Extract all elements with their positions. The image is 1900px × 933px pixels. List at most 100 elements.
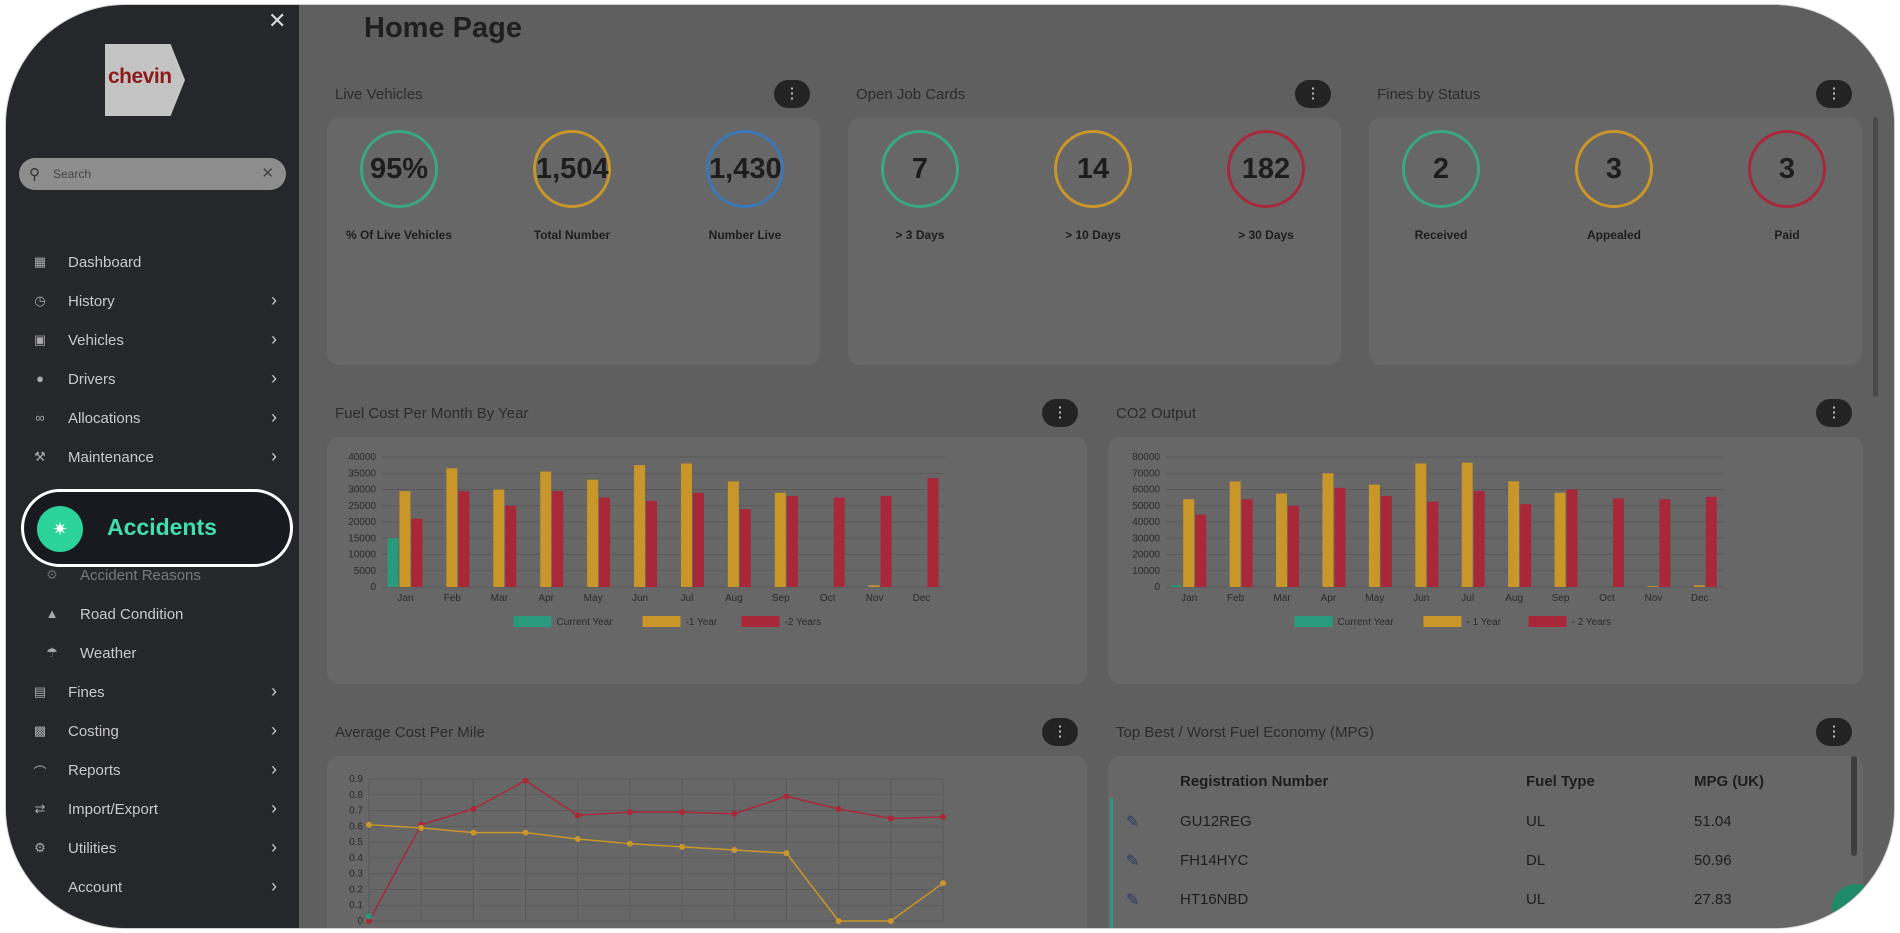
chat-icon[interactable] [1832, 884, 1880, 928]
close-icon[interactable]: ✕ [268, 8, 287, 33]
sidebar-item-label: Import/Export [68, 801, 159, 818]
sidebar-item-accidents[interactable]: ✷ Accidents [21, 489, 293, 567]
table-cell-registration: FH14HYC [1180, 852, 1249, 869]
x-tick-label: Feb [444, 593, 462, 604]
sidebar-item-account[interactable]: Account › [6, 870, 299, 906]
bar [1659, 499, 1671, 587]
page-scrollbar[interactable] [1873, 117, 1878, 397]
bar [692, 492, 704, 587]
sidebar-item-import-export[interactable]: ⇄ Import/Export › [6, 792, 299, 828]
sidebar-item-dashboard[interactable]: ▦ Dashboard [6, 245, 299, 281]
kpi-circle: 14 [1054, 130, 1132, 208]
sidebar-item-drivers[interactable]: ● Drivers › [6, 362, 299, 398]
open-job-cards-card: 7 > 3 Days 14 > 10 Days 182 > 30 Days [848, 118, 1341, 365]
legend-label: - 2 Years [1572, 617, 1611, 628]
bar [1461, 462, 1473, 587]
fines-by-status-menu-button[interactable]: ⋮ [1816, 80, 1852, 108]
chevron-right-icon: › [271, 759, 277, 779]
bar [493, 489, 505, 587]
bar [1473, 491, 1485, 587]
data-point [887, 815, 894, 822]
screenshot-frame: ✕ chevin ⚲ Search ✕ ▦ Dashboard ◷ Histor… [6, 5, 1894, 928]
sidebar-item-vehicles[interactable]: ▣ Vehicles › [6, 323, 299, 359]
legend-swatch [1528, 616, 1567, 627]
sidebar-item-history[interactable]: ◷ History › [6, 284, 299, 320]
sidebar-subitem-accident-reasons[interactable]: ⚙ Accident Reasons [6, 558, 299, 594]
bar [1612, 498, 1624, 587]
x-tick-label: Apr [1321, 593, 1337, 604]
bar [1171, 585, 1183, 587]
data-point [679, 809, 686, 816]
sidebar-item-allocations[interactable]: ∞ Allocations › [6, 401, 299, 437]
live-vehicles-title: Live Vehicles [335, 86, 423, 103]
fuel-economy-table: Registration Number Fuel Type MPG (UK) ✎… [1108, 756, 1863, 928]
bar [1368, 484, 1380, 587]
bar [411, 518, 423, 587]
kpi-label: > 3 Days [895, 228, 945, 242]
car-icon: ▣ [33, 332, 47, 347]
bar [1508, 481, 1520, 587]
legend-swatch [1294, 616, 1333, 627]
fuel-economy-menu-button[interactable]: ⋮ [1816, 718, 1852, 746]
open-job-cards-menu-button[interactable]: ⋮ [1295, 80, 1331, 108]
sidebar-subitem-road-condition[interactable]: ▲ Road Condition [6, 597, 299, 633]
bar [1241, 499, 1253, 587]
data-point [626, 840, 633, 847]
x-tick-label: Oct [820, 593, 836, 604]
co2-menu-button[interactable]: ⋮ [1816, 399, 1852, 427]
kpi-label: Number Live [708, 228, 782, 242]
sidebar-item-fines[interactable]: ▤ Fines › [6, 675, 299, 711]
chevron-right-icon: › [271, 407, 277, 427]
sidebar-item-maintenance[interactable]: ⚒ Maintenance › [6, 440, 299, 476]
bar [1415, 463, 1427, 587]
x-tick-label: Jul [1461, 593, 1474, 604]
live-vehicles-menu-button[interactable]: ⋮ [774, 80, 810, 108]
data-point [470, 805, 477, 812]
clear-search-icon[interactable]: ✕ [261, 165, 274, 182]
x-tick-label: Dec [1691, 593, 1709, 604]
chart-icon: ⌒ [33, 765, 47, 780]
y-tick-label: 40000 [348, 452, 376, 463]
fines-by-status-card: 2 Received 3 Appealed 3 Paid [1369, 118, 1862, 365]
edit-icon[interactable]: ✎ [1126, 853, 1140, 870]
search-input[interactable]: Search [53, 167, 92, 181]
bar [1427, 501, 1439, 587]
table-cell-fuel-type: UL [1526, 891, 1546, 908]
sidebar-item-label: Dashboard [68, 254, 142, 271]
legend-label: -1 Year [686, 617, 718, 628]
sidebar-item-label: Fines [68, 684, 105, 701]
data-point [522, 829, 529, 836]
bar [727, 481, 739, 587]
y-tick-label: 0.6 [349, 821, 363, 832]
document-icon: ▤ [33, 684, 47, 699]
sidebar-item-costing[interactable]: ▩ Costing › [6, 714, 299, 750]
chevron-right-icon: › [271, 329, 277, 349]
edit-icon[interactable]: ✎ [1126, 892, 1140, 909]
search-bar[interactable]: ⚲ Search ✕ [19, 158, 286, 190]
data-point [522, 777, 529, 784]
y-tick-label: 0.9 [349, 774, 363, 785]
y-tick-label: 0.4 [349, 853, 363, 864]
y-tick-label: 0 [370, 582, 376, 593]
avg-cost-menu-button[interactable]: ⋮ [1042, 718, 1078, 746]
fuel-cost-menu-button[interactable]: ⋮ [1042, 399, 1078, 427]
y-tick-label: 25000 [348, 501, 376, 512]
sidebar-item-label: Accident Reasons [80, 567, 201, 584]
sidebar-subitem-weather[interactable]: ☂ Weather [6, 636, 299, 672]
chevron-right-icon: › [271, 368, 277, 388]
edit-icon[interactable]: ✎ [1126, 814, 1140, 831]
x-tick-label: Jun [632, 593, 648, 604]
kpi-label: % Of Live Vehicles [345, 228, 453, 242]
sidebar-item-label: Vehicles [68, 332, 124, 349]
data-point [366, 821, 372, 828]
legend-label: - 1 Year [1467, 617, 1502, 628]
bar [505, 505, 517, 587]
sidebar-item-reports[interactable]: ⌒ Reports › [6, 753, 299, 789]
sidebar-item-utilities[interactable]: ⚙ Utilities › [6, 831, 299, 867]
data-point [731, 847, 738, 853]
series-line [368, 779, 944, 922]
table-header-mpg: MPG (UK) [1694, 773, 1764, 790]
table-scrollbar[interactable] [1851, 756, 1857, 856]
avg-cost-title: Average Cost Per Mile [335, 724, 485, 741]
y-tick-label: 10000 [1132, 566, 1160, 577]
